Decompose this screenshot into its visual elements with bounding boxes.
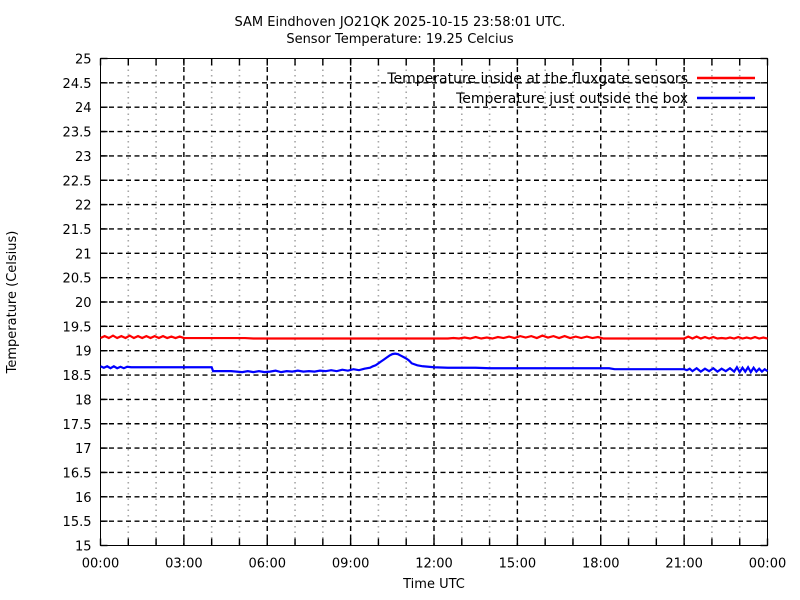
y-tick-label: 24.5: [63, 77, 92, 92]
y-tick-label: 15: [75, 540, 92, 555]
x-tick-label: 06:00: [249, 557, 286, 572]
y-tick-label: 22: [75, 199, 92, 214]
y-tick-label: 17.5: [63, 418, 92, 433]
major-gridlines-y: [100, 82, 768, 522]
x-tick-label: 21:00: [665, 557, 702, 572]
y-tick-label: 23: [75, 150, 92, 165]
legend-label: Temperature just outside the box: [455, 91, 688, 107]
y-tick-label: 20: [75, 296, 92, 311]
y-tick-label: 18.5: [63, 369, 92, 384]
y-tick-label: 25: [75, 53, 92, 68]
y-tick-label: 17: [75, 442, 92, 457]
x-tick-label: 18:00: [582, 557, 619, 572]
y-axis-tick-labels: 25 24.5 24 23.5 23 22.5 22 21.5 21 20.5 20 19.5 19 18…: [63, 53, 92, 555]
y-tick-label: 18: [75, 393, 92, 408]
x-tick-label: 15:00: [499, 557, 536, 572]
y-tick-label: 22.5: [63, 174, 92, 189]
plot-frame: [100, 58, 768, 546]
series-line: [100, 334, 768, 340]
y-tick-label: 23.5: [63, 126, 92, 141]
y-tick-label: 16.5: [63, 466, 92, 481]
y-axis-title: Temperature (Celsius): [5, 231, 20, 375]
chart-title-block: SAM Eindhoven JO21QK 2025-10-15 23:58:01…: [0, 14, 800, 48]
x-axis-tick-labels: 00:00 03:00 06:00 09:00 12:00 15:00 18:00 21:00…: [82, 557, 786, 572]
series-line: [100, 352, 769, 375]
y-tick-label: 24: [75, 101, 92, 116]
y-tick-label: 20.5: [63, 272, 92, 287]
y-tick-label: 16: [75, 491, 92, 506]
y-tick-label: 19: [75, 345, 92, 360]
legend-label: Temperature inside at the fluxgate senso…: [386, 71, 688, 87]
x-tick-label: 00:00: [749, 557, 786, 572]
x-tick-label: 03:00: [165, 557, 202, 572]
data-series-group: [100, 334, 769, 375]
y-tick-label: 21.5: [63, 223, 92, 238]
major-gridlines-x: [183, 58, 685, 546]
x-axis-title: Time UTC: [402, 577, 465, 592]
x-tick-label: 12:00: [415, 557, 452, 572]
x-tick-label: 00:00: [82, 557, 119, 572]
chart-subtitle: Sensor Temperature: 19.25 Celcius: [286, 32, 514, 47]
axis-ticks: [99, 57, 769, 547]
y-tick-label: 19.5: [63, 320, 92, 335]
y-tick-label: 15.5: [63, 515, 92, 530]
x-tick-label: 09:00: [332, 557, 369, 572]
y-tick-label: 21: [75, 247, 92, 262]
chart-title: SAM Eindhoven JO21QK 2025-10-15 23:58:01…: [234, 15, 566, 30]
chart-legend: Temperature inside at the fluxgate senso…: [386, 71, 755, 107]
